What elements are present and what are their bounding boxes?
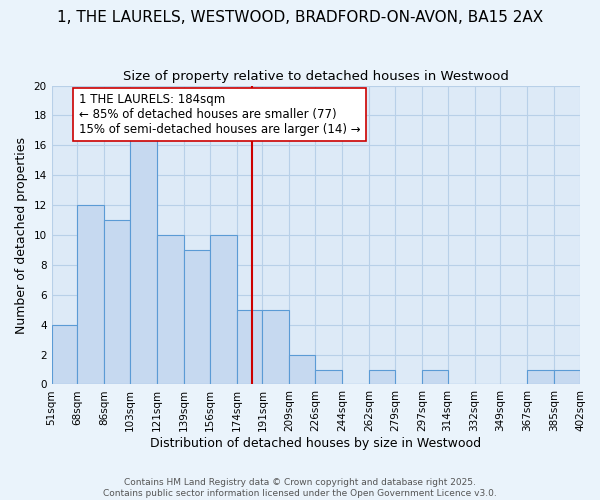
- Bar: [527, 370, 554, 384]
- Bar: [210, 235, 237, 384]
- Bar: [289, 354, 315, 384]
- Bar: [315, 370, 342, 384]
- Bar: [104, 220, 130, 384]
- Bar: [422, 370, 448, 384]
- Text: Contains HM Land Registry data © Crown copyright and database right 2025.
Contai: Contains HM Land Registry data © Crown c…: [103, 478, 497, 498]
- Bar: [237, 310, 262, 384]
- X-axis label: Distribution of detached houses by size in Westwood: Distribution of detached houses by size …: [150, 437, 481, 450]
- Bar: [369, 370, 395, 384]
- Text: 1, THE LAURELS, WESTWOOD, BRADFORD-ON-AVON, BA15 2AX: 1, THE LAURELS, WESTWOOD, BRADFORD-ON-AV…: [57, 10, 543, 25]
- Bar: [52, 324, 77, 384]
- Bar: [554, 370, 580, 384]
- Bar: [184, 250, 210, 384]
- Bar: [157, 235, 184, 384]
- Y-axis label: Number of detached properties: Number of detached properties: [15, 136, 28, 334]
- Bar: [262, 310, 289, 384]
- Text: 1 THE LAURELS: 184sqm
← 85% of detached houses are smaller (77)
15% of semi-deta: 1 THE LAURELS: 184sqm ← 85% of detached …: [79, 93, 361, 136]
- Bar: [77, 205, 104, 384]
- Bar: [130, 130, 157, 384]
- Title: Size of property relative to detached houses in Westwood: Size of property relative to detached ho…: [123, 70, 509, 83]
